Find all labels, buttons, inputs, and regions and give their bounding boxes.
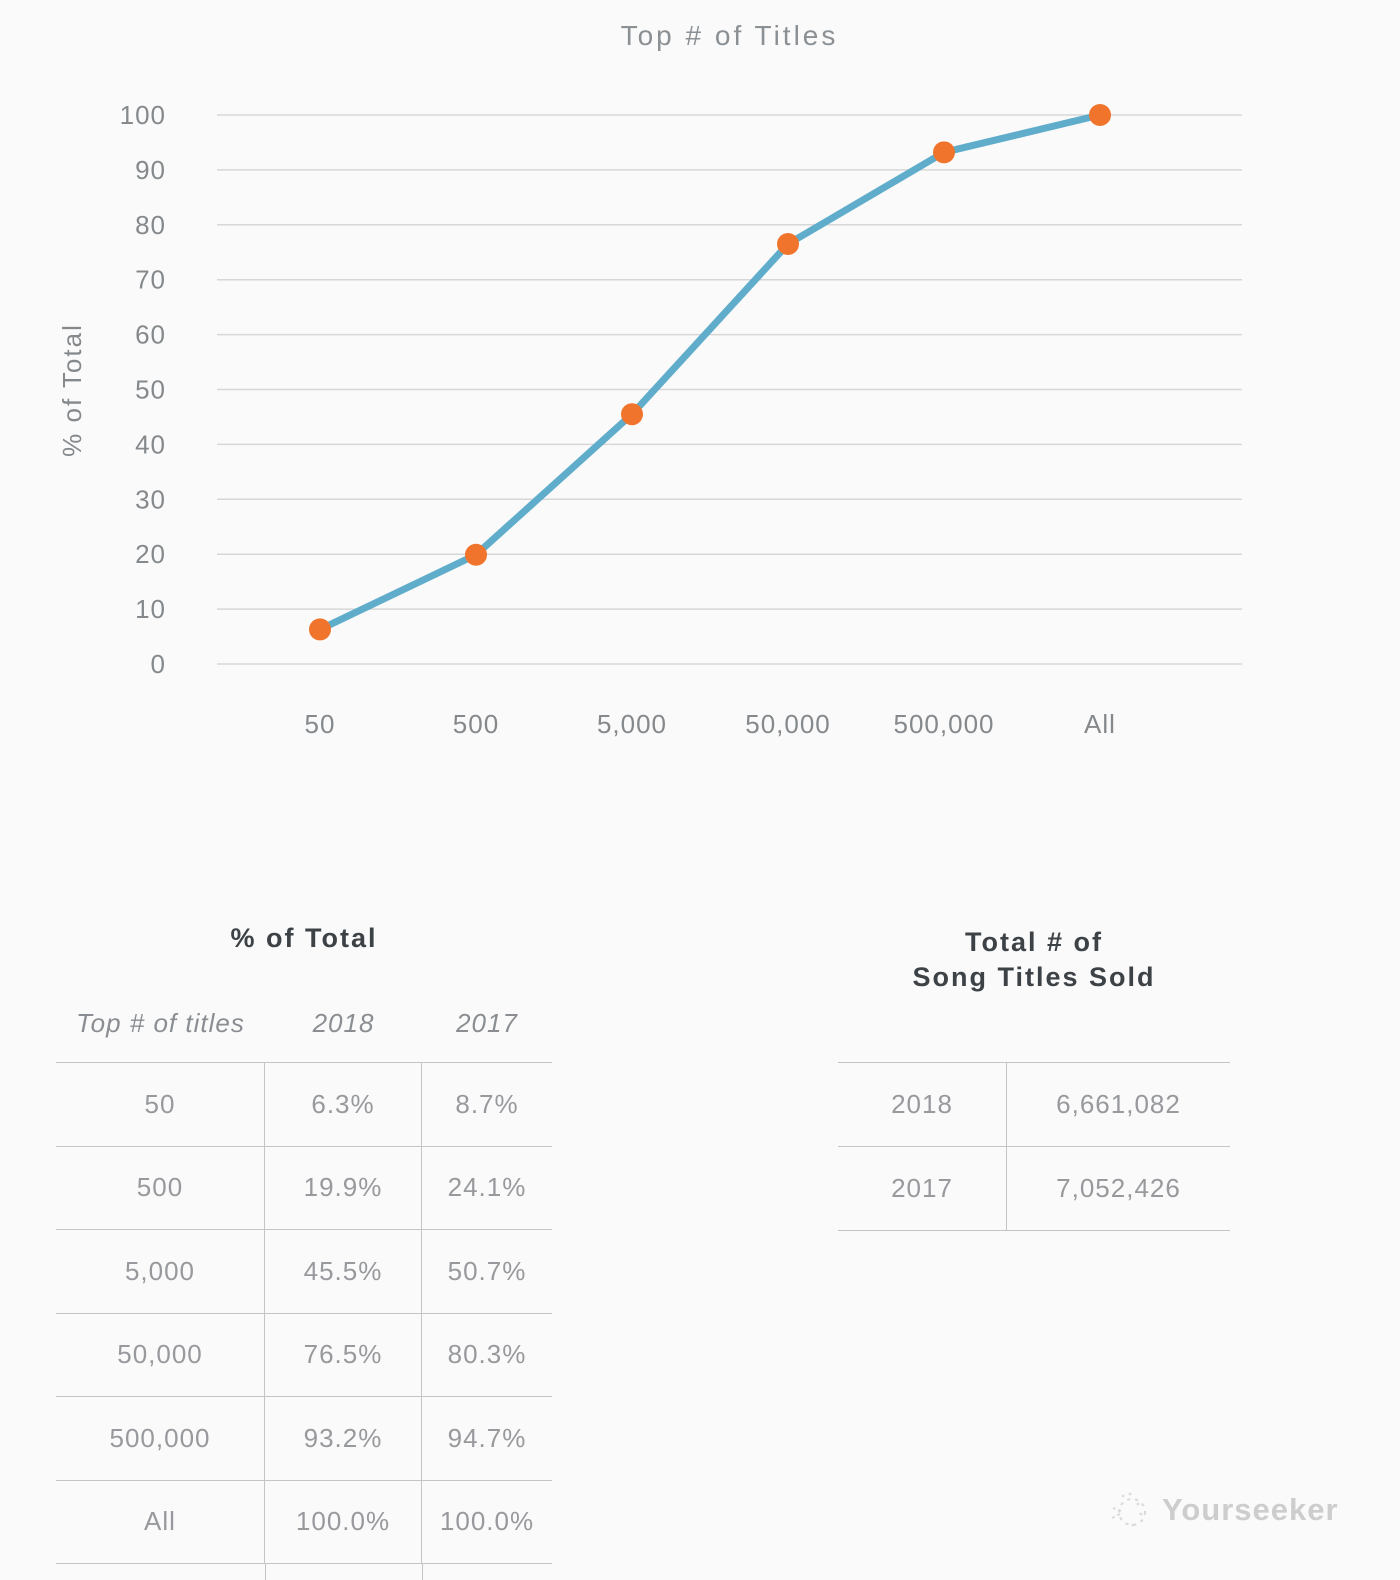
table-cell: 93.2% xyxy=(265,1397,422,1480)
data-point-2018 xyxy=(1089,104,1111,126)
column-header: 2018 xyxy=(312,1007,375,1038)
table-cell: 100.0% xyxy=(439,1506,535,1537)
data-point-2018 xyxy=(777,233,799,256)
table-cell: 8.7% xyxy=(455,1088,519,1119)
y-tick-label: 70 xyxy=(135,265,166,295)
column-header: Top # of titles xyxy=(76,1007,245,1038)
table-cell: 19.9% xyxy=(265,1146,422,1229)
chart-title: Top # of Titles xyxy=(620,20,839,51)
y-tick-label: 30 xyxy=(135,484,166,514)
totals-table: Total # of Song Titles Sold 2018 6,661,0… xyxy=(838,915,1230,1235)
x-tick-label: 5,000 xyxy=(597,709,667,739)
table-cell: 7,052,426 xyxy=(1056,1173,1181,1203)
y-tick-label: 20 xyxy=(135,539,166,569)
table-row: 2018 6,661,082 xyxy=(838,1063,1230,1147)
column-header: 2017 xyxy=(456,1007,518,1038)
table-row: 2017 7,052,426 xyxy=(838,1147,1230,1231)
y-tick-label: 60 xyxy=(135,320,166,350)
x-tick-label: 500,000 xyxy=(894,709,995,739)
percent-of-total-table: % of Total Top # of titles 2018 2017 50 … xyxy=(56,915,552,1580)
data-point-2018 xyxy=(309,618,331,641)
totals-table-title-line2: Song Titles Sold xyxy=(912,962,1156,992)
table-row: 50,000 76.5% 80.3% xyxy=(56,1313,552,1397)
table-column-divider xyxy=(265,1564,266,1580)
data-point-2018 xyxy=(465,543,487,566)
table-column-divider xyxy=(422,1564,423,1580)
table-cell: 5,000 xyxy=(56,1230,265,1313)
table-row: 5,000 45.5% 50.7% xyxy=(56,1230,552,1314)
y-tick-label: 0 xyxy=(151,649,166,679)
table-cell: 45.5% xyxy=(265,1230,422,1313)
table-row: All 100.0% 100.0% xyxy=(56,1480,552,1564)
table-cell: 6.3% xyxy=(265,1063,422,1146)
y-tick-label: 10 xyxy=(135,594,166,624)
table-cell: 50,000 xyxy=(56,1313,265,1396)
table-cell: 100.0% xyxy=(265,1480,422,1563)
watermark: Yourseeker xyxy=(1108,1488,1339,1532)
table-cell: 500 xyxy=(56,1146,265,1229)
watermark-label: Yourseeker xyxy=(1162,1492,1339,1527)
series-line-2018 xyxy=(316,111,1104,633)
table-cell: 500,000 xyxy=(56,1397,265,1480)
table-row: 500 19.9% 24.1% xyxy=(56,1146,552,1230)
y-tick-label: 80 xyxy=(135,210,166,240)
y-tick-label: 100 xyxy=(120,100,166,130)
table-cell: 24.1% xyxy=(447,1172,527,1203)
table-cell: 50.7% xyxy=(447,1255,527,1286)
y-tick-label: 50 xyxy=(135,375,166,405)
table-cell: 80.3% xyxy=(447,1339,527,1370)
percent-table-title: % of Total xyxy=(230,923,378,953)
percent-table-body: 50 6.3% 8.7% 500 19.9% 24.1% 5,000 45.5%… xyxy=(56,1062,552,1564)
data-point-2018 xyxy=(933,141,955,164)
x-tick-label: 500 xyxy=(453,709,499,739)
x-tick-label: All xyxy=(1084,709,1116,739)
table-row: 50 6.3% 8.7% xyxy=(56,1063,552,1147)
x-tick-label: 50 xyxy=(305,709,336,739)
table-cell: All xyxy=(56,1480,265,1563)
y-tick-label: 40 xyxy=(135,429,166,459)
table-cell: 50 xyxy=(56,1063,265,1146)
table-row: 500,000 93.2% 94.7% xyxy=(56,1397,552,1481)
table-cell: 6,661,082 xyxy=(1056,1089,1181,1119)
data-point-2018 xyxy=(621,403,643,426)
percent-table-header-row: Top # of titles 2018 2017 xyxy=(56,1003,552,1043)
totals-table-body: 2018 6,661,082 2017 7,052,426 xyxy=(838,1062,1230,1231)
table-cell: 76.5% xyxy=(265,1313,422,1396)
yourseeker-logo-icon xyxy=(1111,1492,1146,1527)
line-chart: 0 10 20 30 40 50 60 70 80 90 100 50 500 5,000 50,000 50… xyxy=(120,100,1242,739)
table-cell: 94.7% xyxy=(447,1422,527,1453)
totals-table-title-line1: Total # of xyxy=(965,927,1103,957)
y-tick-label: 90 xyxy=(135,155,166,185)
table-cell: 2018 xyxy=(838,1063,1007,1146)
x-tick-label: 50,000 xyxy=(745,709,831,739)
table-cell: 2017 xyxy=(838,1147,1007,1230)
